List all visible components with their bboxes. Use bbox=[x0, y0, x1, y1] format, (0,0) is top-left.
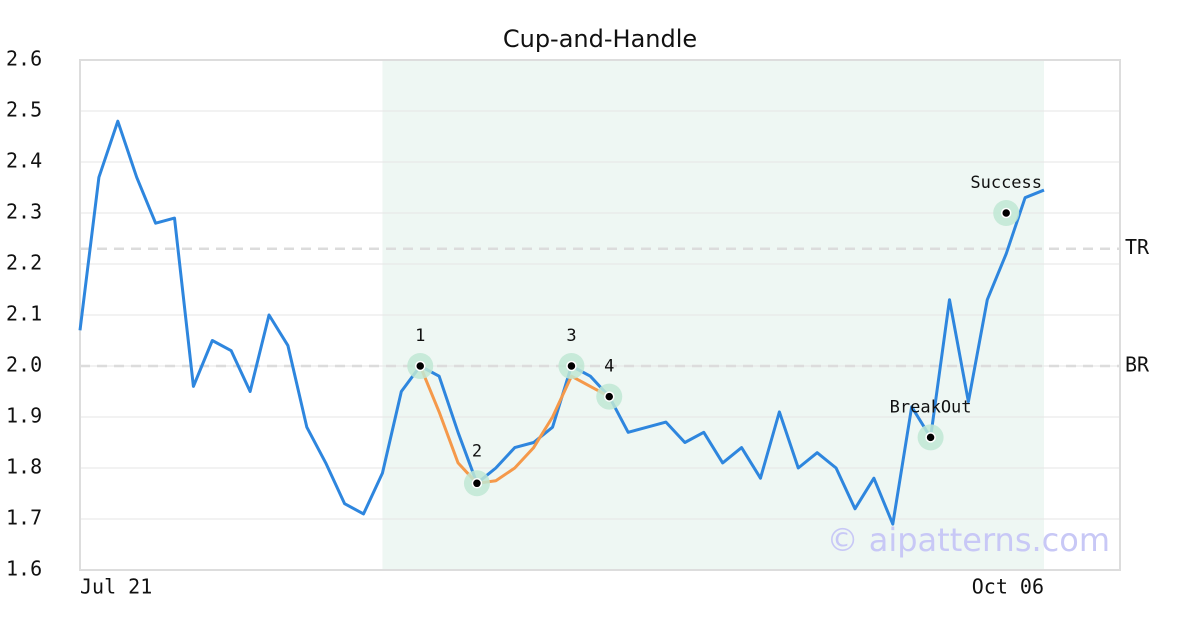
watermark: © aipatterns.com bbox=[827, 521, 1110, 559]
y-tick-label: 2.6 bbox=[6, 47, 42, 71]
point-marker bbox=[414, 360, 426, 372]
annotation-label: BreakOut bbox=[890, 397, 972, 417]
y-tick-label: 1.8 bbox=[6, 455, 42, 479]
point-marker bbox=[604, 391, 615, 402]
y-tick-label: 2.4 bbox=[6, 149, 42, 173]
y-tick-label: 1.9 bbox=[6, 404, 42, 428]
plot-frame bbox=[79, 59, 1121, 571]
y-tick-label: 2.1 bbox=[6, 302, 42, 326]
y-tick-label: 2.2 bbox=[6, 251, 42, 275]
annotation-label: 2 bbox=[472, 441, 482, 461]
annotation-label: 1 bbox=[415, 326, 425, 346]
point-marker bbox=[566, 360, 577, 372]
y-tick-label: 1.6 bbox=[6, 557, 42, 581]
x-tick-label: Jul 21 bbox=[80, 575, 152, 599]
level-label: BR bbox=[1125, 353, 1150, 377]
annotation-label: 4 bbox=[604, 357, 614, 377]
annotation-label: 3 bbox=[566, 326, 576, 346]
y-tick-label: 2.5 bbox=[6, 98, 42, 122]
level-label: TR bbox=[1125, 235, 1150, 259]
point-marker bbox=[1000, 207, 1012, 219]
x-tick-label: Oct 06 bbox=[972, 575, 1044, 599]
point-marker bbox=[925, 432, 936, 443]
annotation-label: Success bbox=[970, 173, 1042, 193]
y-tick-label: 2.0 bbox=[6, 353, 42, 377]
chart-title: Cup-and-Handle bbox=[503, 25, 697, 53]
series-line bbox=[418, 365, 610, 485]
y-tick-label: 2.3 bbox=[6, 200, 42, 224]
y-tick-label: 1.7 bbox=[6, 506, 42, 530]
point-marker bbox=[471, 478, 483, 489]
